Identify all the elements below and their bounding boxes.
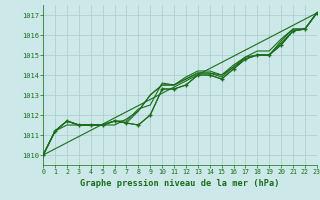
X-axis label: Graphe pression niveau de la mer (hPa): Graphe pression niveau de la mer (hPa) [80, 179, 280, 188]
